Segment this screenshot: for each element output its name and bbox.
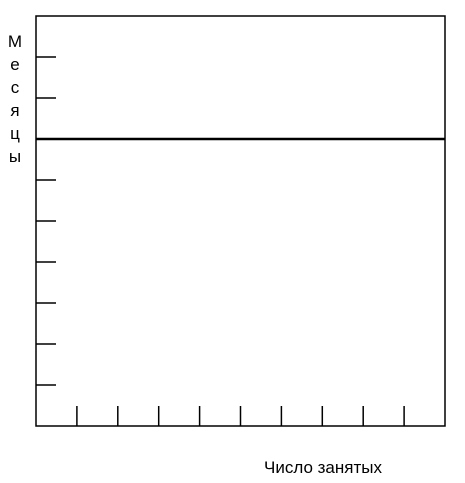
x-axis-ticks — [76, 406, 405, 426]
x-axis-label: Число занятых — [264, 458, 382, 477]
plot-frame — [35, 15, 446, 427]
